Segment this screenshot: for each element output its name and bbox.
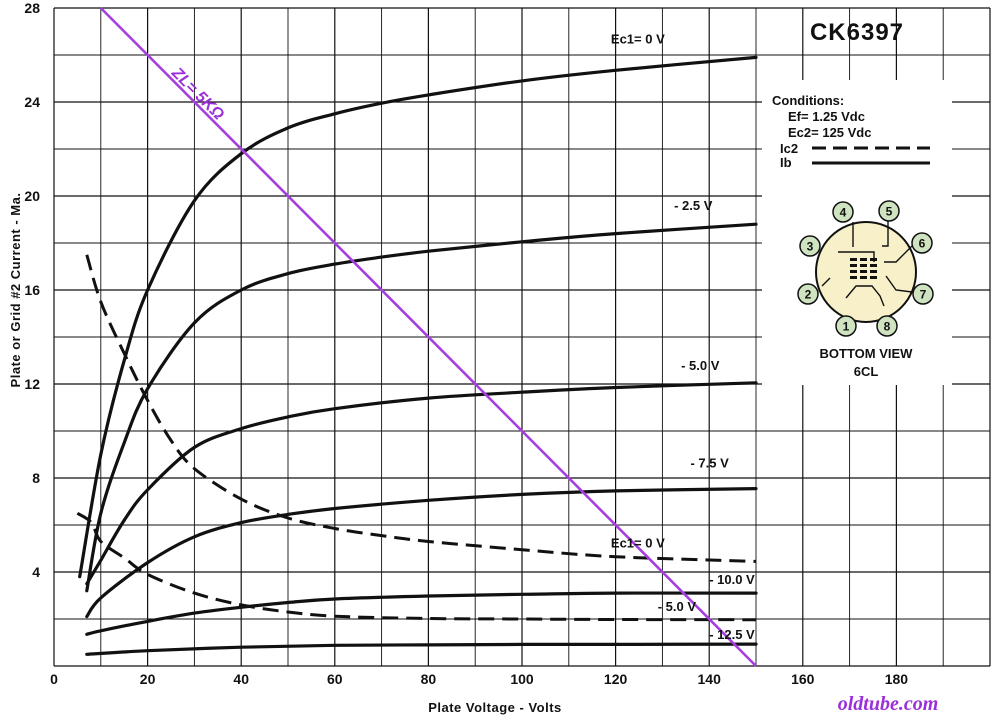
base-pin-number: 4 — [840, 206, 847, 220]
y-tick-label: 8 — [32, 470, 40, 486]
pin-6-lead — [884, 245, 913, 263]
x-tick-label: 60 — [327, 671, 343, 687]
pins: 1 2 3 4 5 6 7 8 — [797, 200, 934, 337]
plate-current-curve — [85, 642, 758, 656]
curve-label: - 5.0 V — [681, 358, 720, 373]
curve-labels: Ec1= 0 V - 2.5 V - 5.0 V - 7.5 V Ec1= 0 V - 1… — [611, 31, 755, 642]
legend-ib-label: Ib — [780, 155, 792, 170]
curve-label: Ec1= 0 V — [611, 535, 665, 550]
base-pin-number: 6 — [919, 237, 926, 251]
plate-current-curve — [85, 381, 758, 586]
x-tick-label: 80 — [421, 671, 437, 687]
base-view-label: BOTTOM VIEW — [820, 346, 914, 361]
conditions-ec2: Ec2= 125 Vdc — [788, 125, 871, 140]
base-pin — [799, 235, 821, 257]
plate-current-curve — [78, 55, 758, 579]
base-pin — [832, 201, 854, 223]
curve-label: Ec1= 0 V — [611, 31, 665, 46]
base-pin — [835, 315, 857, 337]
base-pin — [797, 283, 819, 305]
x-tick-label: 100 — [510, 671, 534, 687]
x-axis-title: Plate Voltage - Volts — [428, 700, 562, 715]
grid-block — [850, 258, 877, 279]
curve-label: - 2.5 V — [674, 198, 713, 213]
conditions-panel: Conditions: Ef= 1.25 Vdc Ec2= 125 Vdc Ic… — [762, 80, 952, 385]
curves — [76, 55, 758, 656]
base-pin-number: 2 — [805, 288, 812, 302]
x-tick-label: 40 — [233, 671, 249, 687]
plate-current-curve — [85, 222, 758, 593]
base-pin-number: 3 — [807, 240, 814, 254]
screen-current-curve — [76, 512, 757, 622]
x-tick-label: 0 — [50, 671, 58, 687]
y-tick-label: 24 — [24, 94, 40, 110]
conditions-ef: Ef= 1.25 Vdc — [788, 109, 865, 124]
x-tick-label: 160 — [791, 671, 815, 687]
x-tick-label: 120 — [604, 671, 628, 687]
curve-label: - 12.5 V — [709, 627, 755, 642]
pin-5-lead — [882, 218, 889, 247]
base-pin — [912, 283, 934, 305]
electrode-structure — [821, 218, 913, 307]
base-pin — [911, 232, 933, 254]
base-pin — [878, 200, 900, 222]
base-code-label: 6CL — [854, 364, 879, 379]
y-axis-title: Plate or Grid #2 Current - Ma. — [8, 193, 23, 388]
x-tick-label: 20 — [140, 671, 156, 687]
x-tick-label: 140 — [698, 671, 722, 687]
tube-type-title: CK6397 — [810, 19, 904, 46]
watermark: oldtube.com — [838, 693, 939, 715]
base-pin-number: 1 — [843, 320, 850, 334]
curve-label: - 10.0 V — [709, 572, 755, 587]
pin-2-lead — [821, 277, 831, 287]
base-pin-number: 7 — [920, 288, 927, 302]
y-tick-label: 4 — [32, 564, 40, 580]
base-pin-number: 5 — [886, 205, 893, 219]
y-tick-label: 12 — [24, 376, 40, 392]
y-tick-label: 28 — [24, 0, 40, 16]
plate-current-curve — [85, 591, 758, 636]
legend-ic2-label: Ic2 — [780, 141, 798, 156]
curve-label: - 7.5 V — [690, 455, 729, 470]
x-tick-label: 180 — [885, 671, 909, 687]
filament-lead — [845, 285, 885, 307]
y-tick-label: 20 — [24, 188, 40, 204]
conditions-heading: Conditions: — [772, 93, 844, 108]
y-tick-label: 16 — [24, 282, 40, 298]
curve-label: - 5.0 V — [658, 599, 697, 614]
screen-current-curve — [85, 254, 757, 563]
base-pin-number: 8 — [884, 320, 891, 334]
tube-base-diagram: 1 2 3 4 5 6 7 8 BOTTOM VIEW 6CL — [797, 200, 934, 379]
base-pin — [876, 315, 898, 337]
load-line — [99, 7, 757, 667]
pin-7-lead — [885, 275, 913, 293]
